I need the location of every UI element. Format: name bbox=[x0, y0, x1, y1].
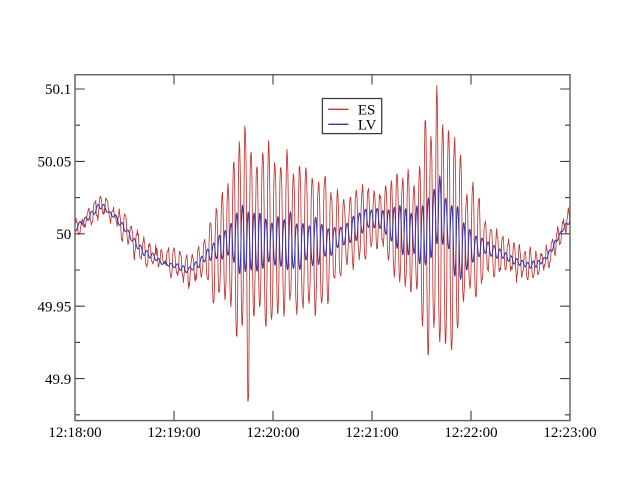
svg-text:12:23:00: 12:23:00 bbox=[543, 425, 596, 441]
svg-text:LV: LV bbox=[358, 117, 377, 133]
svg-text:50.05: 50.05 bbox=[37, 155, 71, 171]
svg-text:ES: ES bbox=[358, 102, 376, 118]
svg-text:50.1: 50.1 bbox=[45, 82, 71, 98]
svg-text:49.9: 49.9 bbox=[45, 372, 71, 388]
svg-text:12:20:00: 12:20:00 bbox=[246, 425, 299, 441]
svg-text:12:18:00: 12:18:00 bbox=[48, 425, 101, 441]
svg-text:50: 50 bbox=[56, 227, 71, 243]
svg-text:12:19:00: 12:19:00 bbox=[147, 425, 200, 441]
svg-text:12:21:00: 12:21:00 bbox=[345, 425, 398, 441]
svg-text:49.95: 49.95 bbox=[37, 299, 71, 315]
svg-text:12:22:00: 12:22:00 bbox=[444, 425, 497, 441]
